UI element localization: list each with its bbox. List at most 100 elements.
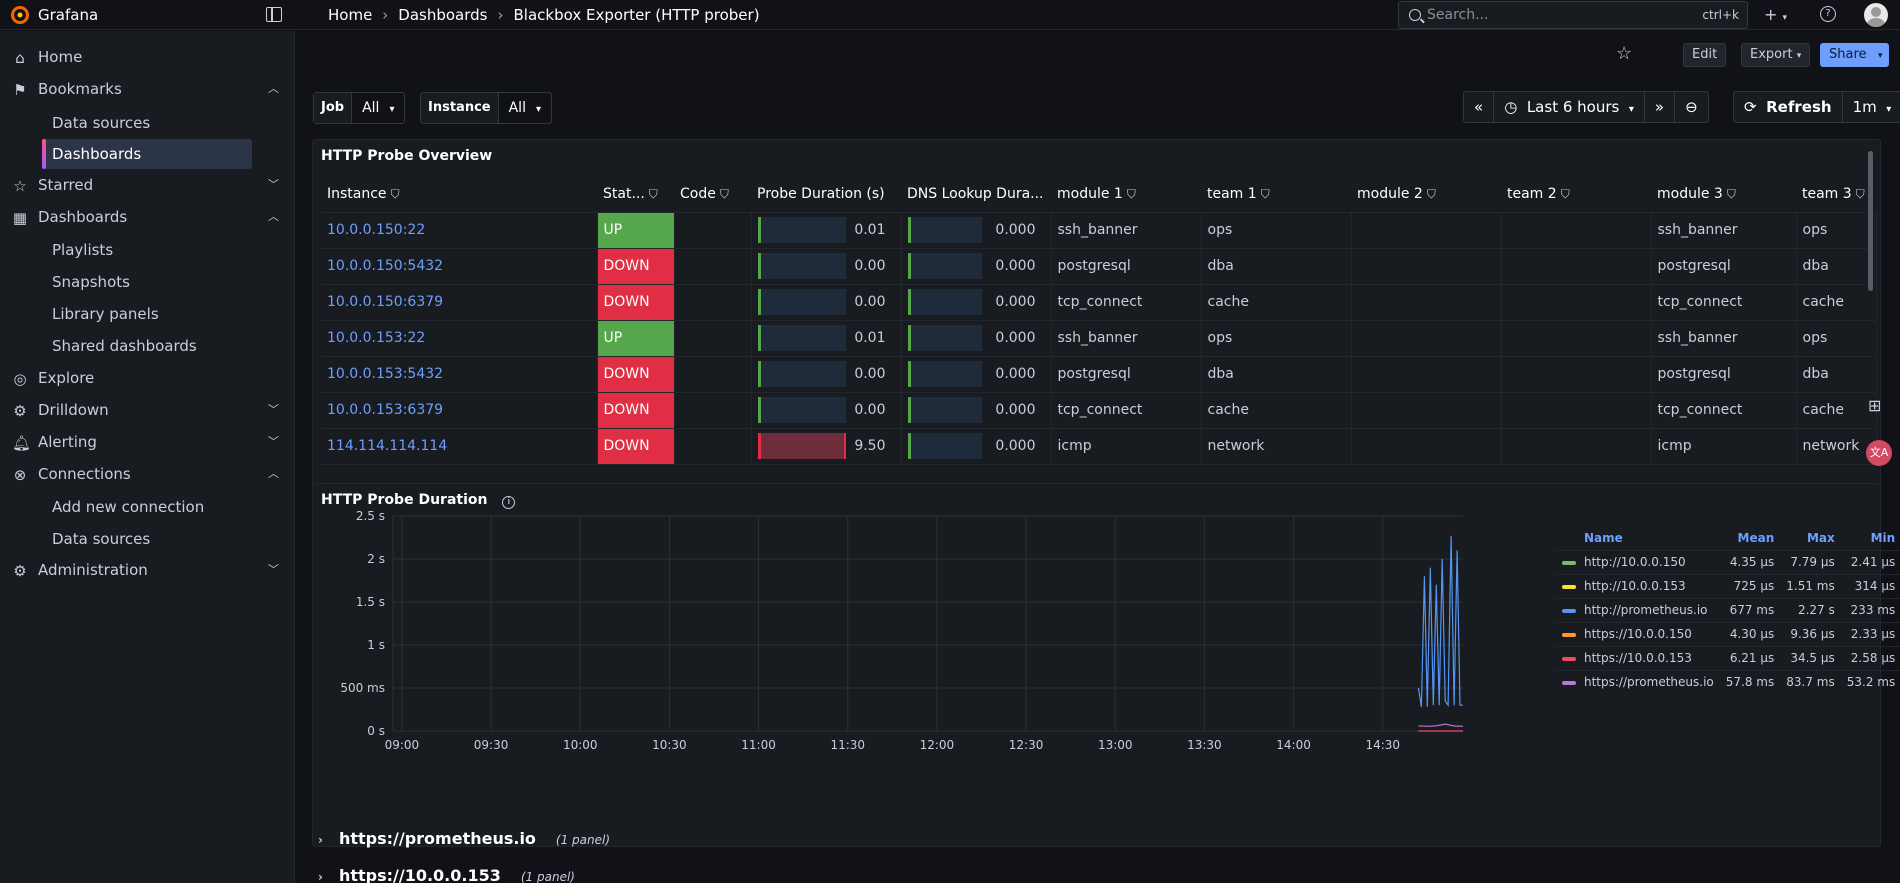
help-icon[interactable]: ? — [1820, 6, 1836, 22]
legend-header-name[interactable]: Name — [1584, 530, 1623, 545]
filter-icon[interactable]: ⛉ — [1560, 186, 1570, 201]
legend-header-mean[interactable]: Mean — [1737, 530, 1775, 545]
refresh-button[interactable]: ⟳ Refresh — [1734, 92, 1843, 122]
legend-row[interactable]: https://10.0.0.153 6.21 µs 34.5 µs 2.58 µs — [1556, 645, 1900, 670]
sidebar-item-alerting[interactable]: 🔔︎ Alerting ﹀ — [0, 429, 295, 457]
filter-icon[interactable]: ⛉ — [1260, 186, 1270, 201]
filter-icon[interactable]: ⛉ — [1726, 186, 1736, 201]
sidebar-item-bookmark-dashboards[interactable]: Dashboards — [42, 139, 252, 169]
legend-row[interactable]: https://prometheus.io 57.8 ms 83.7 ms 53.2 … — [1556, 669, 1900, 694]
zoom-out-button[interactable]: ⊖ — [1675, 92, 1708, 122]
filter-icon[interactable]: ⛉ — [648, 186, 658, 201]
edit-button[interactable]: Edit — [1683, 43, 1727, 67]
filter-icon[interactable]: ⛉ — [1426, 186, 1436, 201]
chevron-up-icon[interactable]: ︿ — [268, 467, 279, 480]
legend-series-name[interactable]: http://10.0.0.150 — [1556, 549, 1720, 574]
sidebar-item-shared-dashboards[interactable]: Shared dashboards — [42, 331, 252, 361]
variable-instance[interactable]: Instance All ▾ — [420, 92, 552, 124]
breadcrumb-dashboards[interactable]: Dashboards — [398, 6, 488, 24]
row-header-prometheus[interactable]: › https://prometheus.io (1 panel) — [318, 829, 610, 848]
sidebar-item-administration[interactable]: ⚙ Administration ﹀ — [0, 557, 295, 585]
instance-link[interactable]: 10.0.0.150:6379 — [321, 284, 598, 321]
legend-row[interactable]: https://10.0.0.150 4.30 µs 9.36 µs 2.33 µs — [1556, 621, 1900, 646]
chevron-up-icon[interactable]: ︿ — [268, 210, 279, 223]
sidebar-item-add-new-connection[interactable]: Add new connection — [42, 492, 252, 522]
sidebar-item-dashboards[interactable]: ▦ Dashboards ︿ — [0, 204, 295, 232]
translate-icon[interactable]: 文A — [1866, 440, 1892, 466]
info-icon[interactable]: i — [502, 496, 516, 509]
variable-job[interactable]: Job All ▾ — [313, 92, 406, 124]
sidebar-item-playlists[interactable]: Playlists — [42, 235, 252, 265]
instance-link[interactable]: 10.0.0.153:22 — [321, 320, 598, 357]
chevron-down-icon[interactable]: ﹀ — [268, 178, 279, 191]
sidebar-item-home[interactable]: ⌂ Home — [0, 44, 295, 72]
plus-icon[interactable]: + ▾ — [1764, 5, 1788, 24]
sidebar-item-drilldown[interactable]: ⚙ Drilldown ﹀ — [0, 397, 295, 425]
instance-link[interactable]: 114.114.114.114 — [321, 428, 598, 465]
column-header-team-3[interactable]: team 3 ⛉ — [1796, 176, 1876, 213]
column-header-team-2[interactable]: team 2 ⛉ — [1501, 176, 1651, 213]
column-header-status[interactable]: Stat... ⛉ — [597, 176, 674, 213]
share-button[interactable]: Share — [1820, 43, 1876, 67]
sidebar-item-library-panels[interactable]: Library panels — [42, 299, 252, 329]
duration-chart[interactable]: 0 s 500 ms 1 s 1.5 s 2 s 2.5 s 09:00 09:30 10:00… — [313, 508, 1513, 808]
instance-link[interactable]: 10.0.0.150:22 — [321, 212, 598, 249]
filter-icon[interactable]: ⛉ — [719, 186, 729, 201]
instance-link[interactable]: 10.0.0.153:6379 — [321, 392, 598, 429]
team-2-cell — [1501, 284, 1652, 321]
instance-link[interactable]: 10.0.0.150:5432 — [321, 248, 598, 285]
legend-series-name[interactable]: https://10.0.0.153 — [1556, 645, 1720, 670]
column-header-probe-duration[interactable]: Probe Duration (s) — [751, 176, 901, 213]
bookmark-icon: ⚑ — [13, 81, 27, 99]
legend-series-name[interactable]: https://prometheus.io — [1556, 669, 1720, 694]
chevron-down-icon[interactable]: ﹀ — [268, 435, 279, 448]
export-button[interactable]: Export ▾ — [1741, 43, 1811, 67]
variable-instance-select[interactable]: All ▾ — [499, 93, 551, 123]
grafana-logo-icon[interactable] — [10, 5, 30, 25]
sidebar-item-starred[interactable]: ☆ Starred ﹀ — [0, 172, 295, 200]
chevron-down-icon[interactable]: ﹀ — [268, 403, 279, 416]
column-header-code[interactable]: Code ⛉ — [674, 176, 751, 213]
filter-icon[interactable]: ⛉ — [1126, 186, 1136, 201]
refresh-interval-select[interactable]: 1m ▾ — [1843, 92, 1900, 122]
share-dropdown-button[interactable]: ▾ — [1872, 43, 1889, 67]
breadcrumb-home[interactable]: Home — [328, 6, 373, 24]
time-range-picker[interactable]: ◷ Last 6 hours ▾ — [1494, 92, 1645, 122]
column-header-module-2[interactable]: module 2 ⛉ — [1351, 176, 1501, 213]
time-shift-back-button[interactable]: « — [1464, 92, 1495, 122]
column-header-team-1[interactable]: team 1 ⛉ — [1201, 176, 1351, 213]
filter-icon[interactable]: ⛉ — [1855, 186, 1865, 201]
column-header-module-1[interactable]: module 1 ⛉ — [1051, 176, 1201, 213]
legend-series-name[interactable]: https://10.0.0.150 — [1556, 621, 1720, 646]
sidebar-item-connection-data-sources[interactable]: Data sources — [42, 524, 252, 554]
search-input[interactable] — [1427, 5, 1677, 25]
row-header-10-0-0-153[interactable]: › https://10.0.0.153 (1 panel) — [318, 866, 575, 883]
column-header-instance[interactable]: Instance ⛉ — [321, 176, 597, 213]
search-box[interactable]: ctrl+k — [1398, 1, 1748, 29]
legend-series-name[interactable]: http://10.0.0.153 — [1556, 573, 1720, 598]
legend-row[interactable]: http://10.0.0.150 4.35 µs 7.79 µs 2.41 µs — [1556, 549, 1900, 574]
legend-header-min[interactable]: Min — [1870, 530, 1896, 545]
sidebar-item-connections[interactable]: ⊗ Connections ︿ — [0, 461, 295, 489]
column-header-dns-lookup[interactable]: DNS Lookup Dura... — [901, 176, 1051, 213]
filter-icon[interactable]: ⛉ — [390, 186, 400, 201]
avatar[interactable] — [1864, 3, 1888, 27]
legend-row[interactable]: http://prometheus.io 677 ms 2.27 s 233 ms — [1556, 597, 1900, 622]
star-icon[interactable]: ☆ — [1616, 43, 1633, 64]
dashboard-outline-icon[interactable]: ⊞ — [1868, 396, 1882, 415]
chevron-up-icon[interactable]: ︿ — [268, 82, 279, 95]
sidebar-item-explore[interactable]: ◎ Explore — [0, 365, 295, 393]
dock-menu-icon[interactable] — [266, 7, 282, 22]
sidebar-item-snapshots[interactable]: Snapshots — [42, 267, 252, 297]
vertical-scrollbar[interactable] — [1868, 151, 1873, 291]
sidebar-item-bookmarks[interactable]: ⚑ Bookmarks ︿ — [0, 76, 295, 104]
variable-job-select[interactable]: All ▾ — [352, 93, 404, 123]
sidebar-item-bookmark-data-sources[interactable]: Data sources — [42, 108, 252, 138]
chevron-down-icon[interactable]: ﹀ — [268, 563, 279, 576]
legend-series-name[interactable]: http://prometheus.io — [1556, 597, 1720, 622]
time-shift-forward-button[interactable]: » — [1645, 92, 1676, 122]
legend-header-max[interactable]: Max — [1806, 530, 1835, 545]
legend-row[interactable]: http://10.0.0.153 725 µs 1.51 ms 314 µs — [1556, 573, 1900, 598]
column-header-module-3[interactable]: module 3 ⛉ — [1651, 176, 1796, 213]
instance-link[interactable]: 10.0.0.153:5432 — [321, 356, 598, 393]
